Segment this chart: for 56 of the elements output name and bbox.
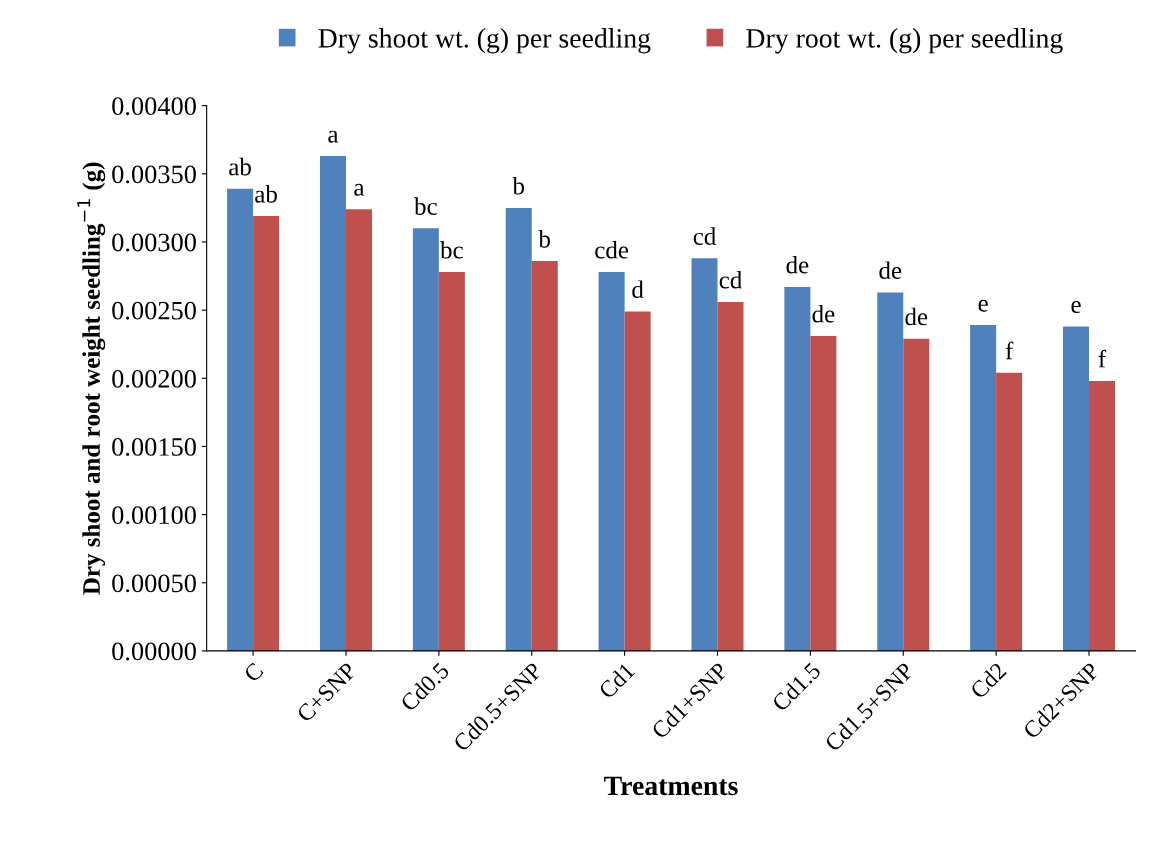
data-label: de [812, 305, 835, 323]
y-tick-label: 0.00400 [112, 97, 196, 116]
data-label: bc [440, 240, 463, 259]
bar [877, 292, 904, 651]
data-label: ab [255, 185, 277, 203]
bar [412, 228, 439, 651]
x-tick-label: C [243, 662, 264, 683]
data-label: e [1071, 301, 1081, 314]
x-tick-label: Cd2 [968, 661, 1007, 700]
data-label: de [786, 255, 809, 274]
bar [784, 286, 811, 651]
bar [227, 188, 254, 651]
bar [624, 311, 651, 651]
bar [717, 301, 744, 651]
y-axis-title: Dry shoot and root weight seedling$^{−1}$ (g) [77, 162, 106, 595]
x-tick-label: Cd1 [597, 661, 636, 700]
bar [531, 261, 558, 651]
bar [970, 325, 997, 651]
y-tick-label: 0.00350 [112, 165, 196, 184]
y-tick-label: 0.00000 [112, 642, 196, 661]
bar [345, 209, 372, 651]
legend-label: Dry shoot wt. (g) per seedling [318, 28, 651, 54]
data-label: f [1098, 349, 1107, 368]
bar [319, 156, 346, 651]
legend-label: Dry root wt. (g) per seedling [746, 28, 1063, 54]
y-tick-label: 0.00150 [112, 438, 196, 456]
data-label: cd [693, 227, 716, 245]
data-label: de [905, 307, 928, 326]
bar [1063, 326, 1090, 651]
y-tick-label: 0.00200 [112, 369, 196, 388]
data-label: b [512, 176, 525, 195]
y-tick-label: 0.00050 [112, 574, 196, 593]
bar [438, 271, 465, 651]
data-label: a [328, 130, 339, 143]
y-tick-label: 0.00100 [112, 506, 196, 525]
x-axis-title: Treatments [604, 776, 738, 796]
data-label: b [538, 230, 551, 248]
bar [253, 216, 280, 651]
data-label: ab [229, 157, 251, 176]
bar [996, 372, 1023, 651]
bar [903, 338, 930, 651]
data-label: de [879, 261, 902, 279]
data-label: cde [595, 240, 629, 259]
data-label: a [354, 183, 365, 196]
data-label: d [632, 280, 644, 299]
data-label: cd [719, 270, 742, 289]
bar [810, 336, 837, 651]
bar [505, 207, 532, 651]
bar [691, 258, 718, 651]
y-tick-label: 0.00300 [112, 233, 196, 252]
y-tick-label: 0.00250 [112, 301, 196, 320]
bar [598, 271, 625, 651]
bar [1089, 381, 1116, 651]
data-label: e [978, 299, 988, 312]
data-label: f [1005, 341, 1014, 360]
data-label: bc [414, 197, 437, 215]
